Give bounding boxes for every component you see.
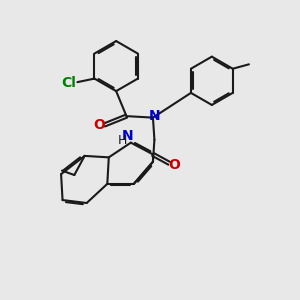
Text: N: N xyxy=(122,129,134,143)
Text: N: N xyxy=(148,109,160,122)
Text: H: H xyxy=(118,134,127,147)
Text: Cl: Cl xyxy=(61,76,76,90)
Text: O: O xyxy=(168,158,180,172)
Text: O: O xyxy=(93,118,105,132)
